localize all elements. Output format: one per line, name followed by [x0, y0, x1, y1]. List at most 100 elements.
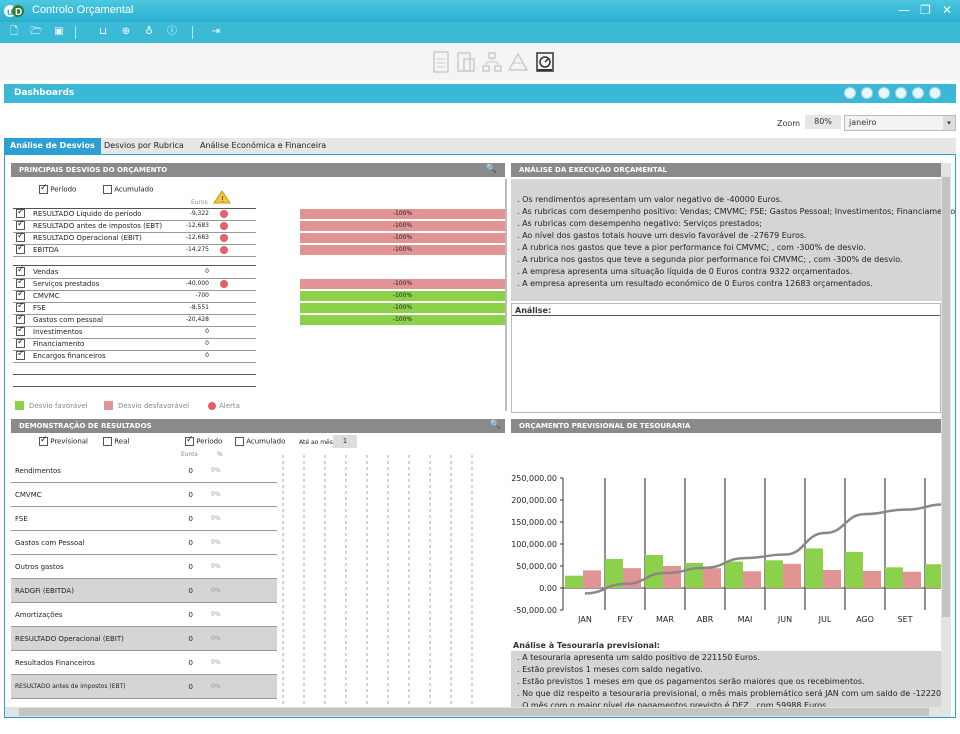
desvio-row-label: RESULTADO antes de impostos (EBT)	[33, 222, 163, 230]
vertical-scrollbar[interactable]	[941, 163, 951, 709]
zoom-input[interactable]: 80%	[805, 115, 841, 129]
magnifier-icon[interactable]: 🔍	[485, 164, 497, 174]
execucao-panel-header: ANÁLISE DA EXECUÇÃO ORÇAMENTAL	[511, 163, 941, 177]
settings-icon[interactable]	[929, 87, 941, 99]
save-icon[interactable]: ▣	[54, 26, 64, 37]
resultados-row-pct: 0%	[211, 659, 221, 666]
resultados-row-pct: 0%	[211, 563, 221, 570]
desvio-row-checkbox[interactable]	[16, 325, 25, 336]
desvio-row-value: -14,275	[185, 246, 209, 253]
horizontal-scrollbar[interactable]	[5, 707, 951, 717]
row-divider	[13, 362, 256, 363]
resultados-row-value: 0	[188, 683, 193, 691]
resultados-acumulado-checkbox[interactable]: Acumulado	[235, 437, 285, 446]
app-logo-icon: u D	[4, 5, 24, 18]
resultados-title: DEMONSTRAÇÃO DE RESULTADOS	[19, 422, 152, 430]
resultados-periodo-label: Período	[196, 437, 223, 446]
document-icon[interactable]	[431, 51, 451, 73]
tab-analise-desvios[interactable]: Análise de Desvios	[4, 138, 101, 154]
close-icon[interactable]: ✕	[942, 3, 953, 17]
row-divider	[13, 208, 256, 209]
tesouraria-line: . O mês com o maior nível de pagamentos …	[517, 701, 829, 710]
analise-label: Análise:	[515, 306, 552, 315]
resultados-row-pct: 0%	[211, 467, 221, 474]
list-icon[interactable]	[861, 87, 873, 99]
resultados-row-value: 0	[188, 659, 193, 667]
bar	[565, 575, 583, 588]
info-icon[interactable]: ⓘ	[167, 26, 177, 37]
tesouraria-line: . Estão previstos 1 meses em que os paga…	[517, 677, 865, 686]
resultados-row-value: 0	[188, 587, 193, 595]
pyramid-icon[interactable]	[508, 51, 528, 73]
cart-icon[interactable]: ⊔	[99, 26, 107, 37]
execucao-line: . Os rendimentos apresentam um valor neg…	[517, 195, 783, 204]
resultados-row: Amortizações 0 0%	[11, 603, 277, 627]
y-tick-label: 250,000.00	[511, 474, 557, 483]
calculator-icon[interactable]	[456, 51, 476, 73]
mes-input[interactable]: 1	[333, 435, 357, 448]
execucao-title: ANÁLISE DA EXECUÇÃO ORÇAMENTAL	[519, 166, 668, 174]
resultados-row-value: 0	[188, 611, 193, 619]
desvio-row-checkbox[interactable]	[16, 289, 25, 300]
tab-desvios-rubrica[interactable]: Desvios por Rubrica	[104, 141, 184, 150]
new-file-icon[interactable]: 🗋	[9, 26, 19, 37]
real-label: Real	[114, 437, 130, 446]
desvio-bar: -100%	[300, 291, 505, 301]
previsional-checkbox[interactable]: Previsional	[39, 435, 88, 446]
acumulado-checkbox[interactable]: Acumulado	[103, 185, 153, 194]
print-icon[interactable]	[878, 87, 890, 99]
org-chart-icon[interactable]	[482, 51, 502, 73]
desvio-row-checkbox[interactable]	[16, 301, 25, 312]
bar	[663, 566, 681, 588]
alert-dot	[220, 246, 228, 254]
edit-icon[interactable]	[844, 87, 856, 99]
resultados-row-value: 0	[188, 635, 193, 643]
resultados-periodo-checkbox[interactable]: Período	[185, 435, 223, 446]
desvio-row-checkbox[interactable]	[16, 243, 25, 254]
real-checkbox[interactable]: Real	[103, 437, 129, 446]
resultados-row: Outros gastos 0 0%	[11, 555, 277, 579]
desvio-row-label: CMVMC	[33, 292, 60, 300]
desvio-row-label: Vendas	[33, 268, 59, 276]
desvio-row-label: Investimentos	[33, 328, 83, 336]
help-icon[interactable]	[912, 87, 924, 99]
bar	[845, 551, 863, 588]
desvio-bar: -100%	[300, 209, 505, 219]
x-tick-label: ABR	[697, 615, 714, 624]
resultados-row-value: 0	[188, 515, 193, 523]
analise-notes[interactable]: Análise:	[511, 303, 941, 413]
desvio-row-checkbox[interactable]	[16, 231, 25, 242]
desvio-row-label: Encargos financeiros	[33, 352, 106, 360]
award-icon[interactable]: ♁	[145, 26, 153, 37]
resultados-row-pct: 0%	[211, 587, 221, 594]
desvio-row-checkbox[interactable]	[16, 313, 25, 324]
horizontal-scroll-thumb[interactable]	[19, 708, 929, 716]
month-select[interactable]: janeiro ▾	[844, 115, 956, 131]
desvio-row-checkbox[interactable]	[16, 207, 25, 218]
calendar-icon[interactable]	[895, 87, 907, 99]
resultados-row-value: 0	[188, 491, 193, 499]
dashboard-icon[interactable]	[535, 51, 555, 73]
resultados-grid	[282, 455, 473, 713]
desvio-row-checkbox[interactable]	[16, 337, 25, 348]
x-tick-label: JUL	[818, 615, 832, 624]
resultados-row: RESULTADO antes de impostos (EBT) 0 0%	[11, 675, 277, 699]
desvio-row-checkbox[interactable]	[16, 277, 25, 288]
desvio-row-checkbox[interactable]	[16, 349, 25, 360]
desvio-row-checkbox[interactable]	[16, 219, 25, 230]
exit-icon[interactable]: ⇥	[211, 26, 221, 37]
tab-analise-economica[interactable]: Análise Económica e Financeira	[200, 141, 327, 150]
open-folder-icon[interactable]: 🗁	[30, 26, 43, 37]
maximize-icon[interactable]: ❐	[920, 3, 931, 17]
desvio-bar: -100%	[300, 315, 505, 325]
resultados-row-label: Rendimentos	[15, 467, 61, 475]
bar	[823, 569, 841, 588]
bar	[863, 570, 881, 588]
vertical-scroll-thumb[interactable]	[942, 177, 950, 617]
magnifier-icon[interactable]: 🔍	[489, 420, 501, 430]
minimize-icon[interactable]: —	[898, 3, 910, 17]
desvio-row-checkbox[interactable]	[16, 265, 25, 276]
periodo-checkbox[interactable]: Período	[39, 183, 76, 194]
row-divider	[13, 256, 256, 257]
globe-icon[interactable]: ⊕	[121, 26, 131, 37]
